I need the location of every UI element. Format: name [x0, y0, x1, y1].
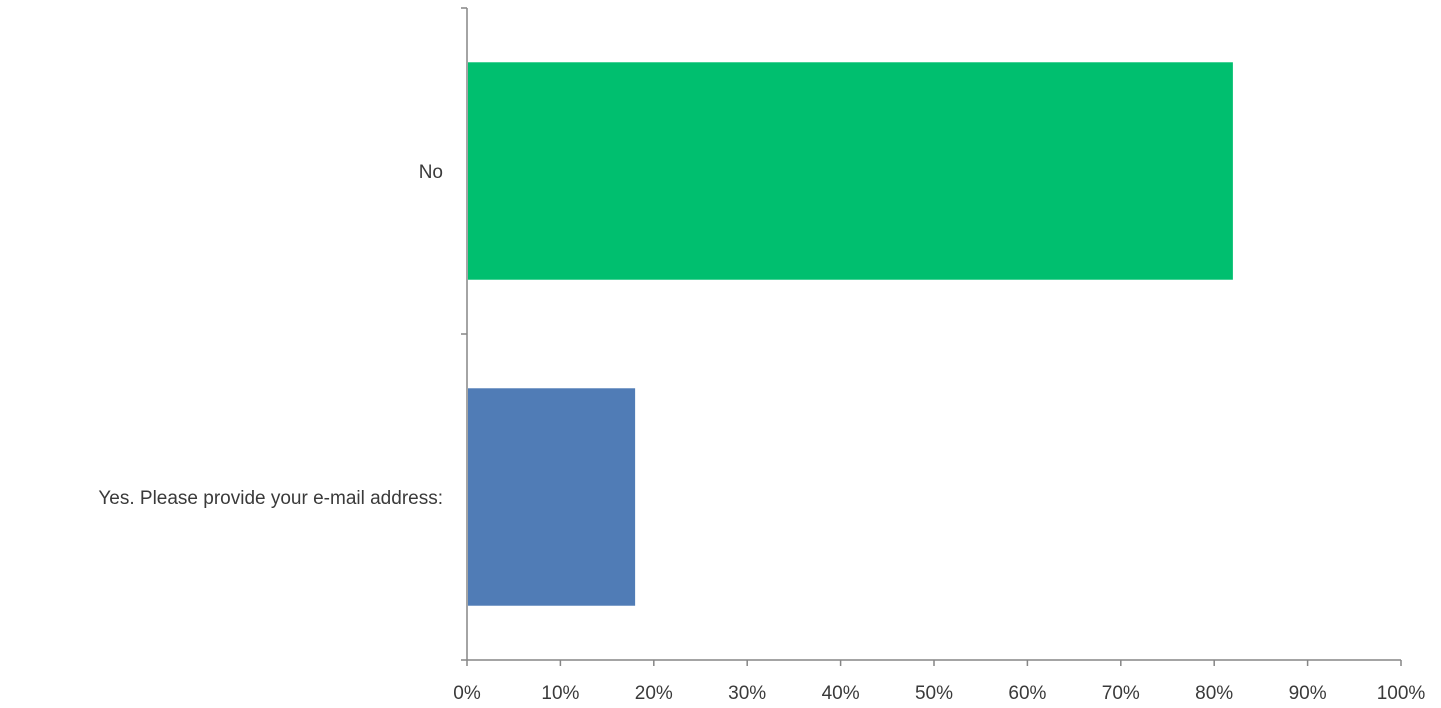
x-tick-label: 30% — [728, 683, 766, 704]
x-tick-label: 70% — [1102, 683, 1140, 704]
axes-group — [461, 7, 1402, 666]
category-label-no: No — [419, 162, 443, 183]
x-tick-label: 100% — [1377, 683, 1426, 704]
bars-group — [468, 62, 1233, 606]
bar-no — [468, 62, 1233, 280]
x-tick-label: 10% — [541, 683, 579, 704]
x-tick-label: 50% — [915, 683, 953, 704]
x-tick-label: 0% — [453, 683, 481, 704]
x-tick-label: 90% — [1289, 683, 1327, 704]
labels-group: No Yes. Please provide your e-mail addres… — [98, 162, 1425, 704]
x-tick-label: 40% — [822, 683, 860, 704]
x-tick-label: 80% — [1195, 683, 1233, 704]
category-label-yes: Yes. Please provide your e-mail address: — [98, 488, 443, 509]
x-tick-label: 20% — [635, 683, 673, 704]
bar-yes — [468, 388, 636, 606]
x-tick-label: 60% — [1008, 683, 1046, 704]
